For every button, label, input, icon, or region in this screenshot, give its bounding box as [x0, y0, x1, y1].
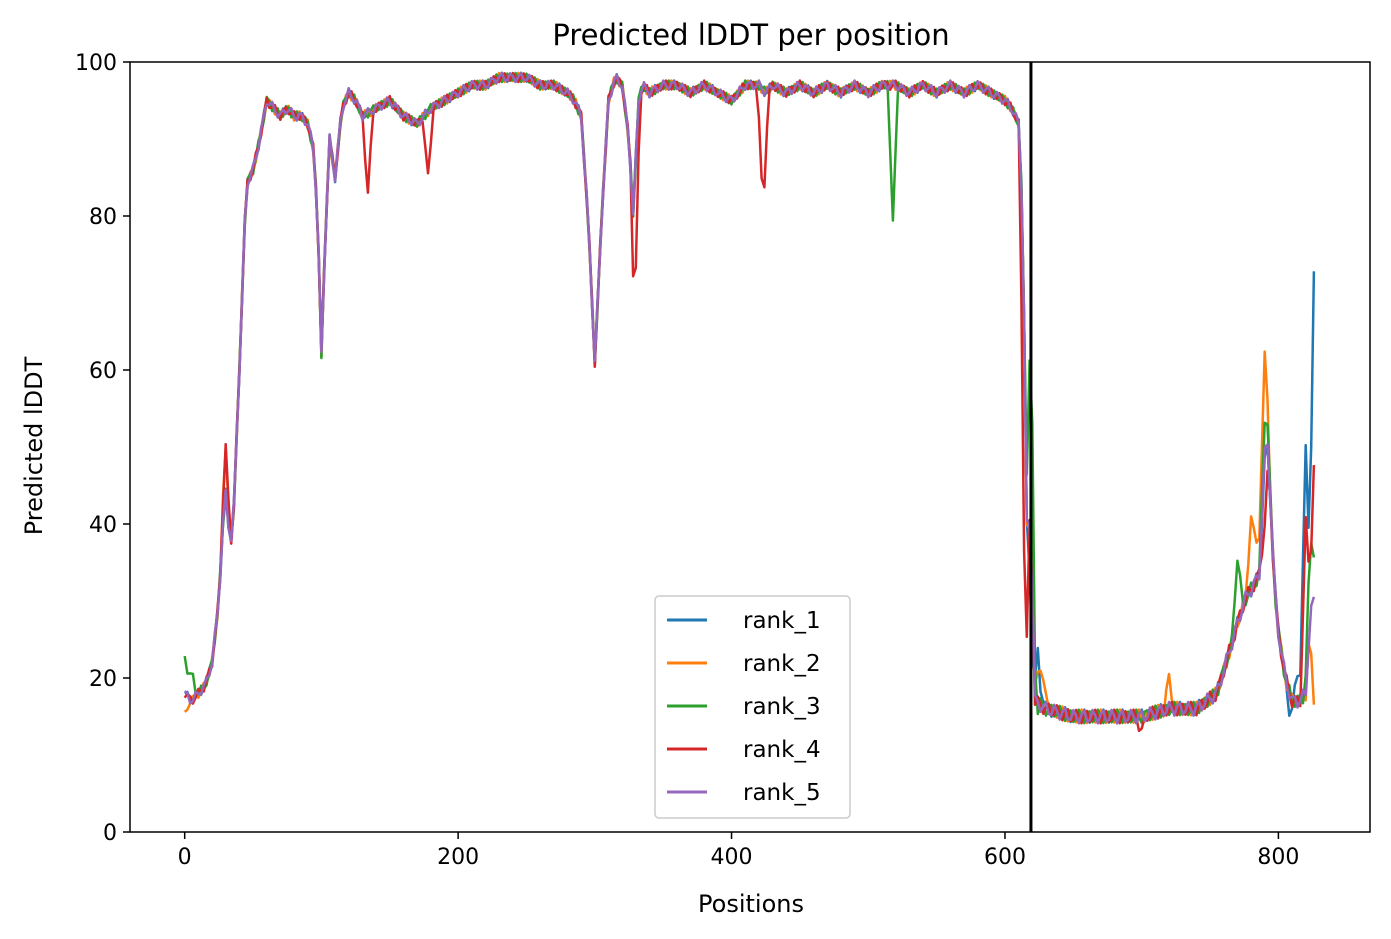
series-line-rank_4 [183, 71, 1316, 733]
legend-label-rank_3: rank_3 [743, 694, 821, 720]
legend-label-rank_4: rank_4 [743, 737, 821, 763]
y-tick-label: 80 [89, 205, 117, 230]
legend-label-rank_1: rank_1 [743, 608, 821, 634]
y-tick-label: 60 [89, 359, 117, 384]
y-tick-label: 100 [75, 51, 117, 76]
series-lines [183, 62, 1316, 832]
legend: rank_1 rank_2 rank_3 rank_4 rank_5 [654, 595, 851, 819]
legend-label-rank_2: rank_2 [743, 651, 821, 677]
axes: 0 200 400 600 800 0 20 40 60 80 100 [75, 51, 1371, 870]
y-tick-label: 40 [89, 513, 117, 538]
y-tick-label: 0 [103, 821, 117, 846]
x-axis-label: Positions [698, 890, 804, 918]
x-tick-label: 400 [711, 845, 753, 870]
x-tick-label: 0 [178, 845, 192, 870]
legend-label-rank_5: rank_5 [743, 780, 821, 806]
y-axis-label: Predicted lDDT [20, 356, 48, 535]
legend-box [654, 595, 851, 819]
y-tick-label: 20 [89, 667, 117, 692]
plot-frame [129, 61, 1371, 833]
x-tick-label: 800 [1257, 845, 1299, 870]
x-tick-label: 200 [437, 845, 479, 870]
chart-title: Predicted lDDT per position [552, 18, 949, 52]
x-tick-label: 600 [984, 845, 1026, 870]
series-line-rank_5 [183, 71, 1316, 725]
